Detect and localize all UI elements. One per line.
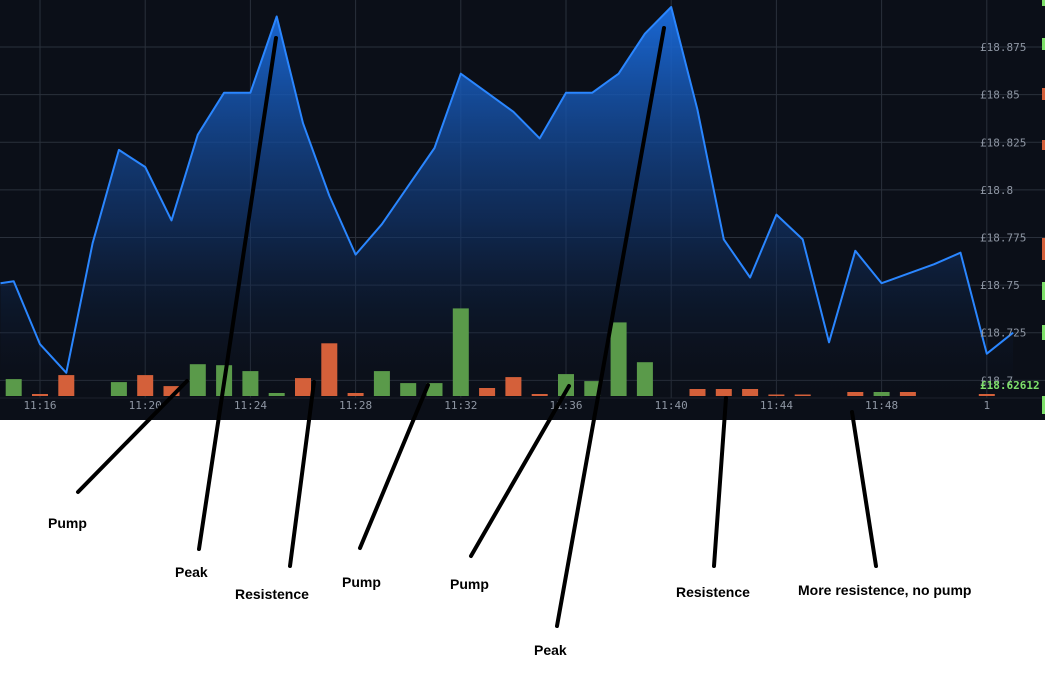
annotation-arrow — [76, 379, 189, 494]
edge-marker — [1042, 38, 1045, 50]
y-tick-label: £18.75 — [980, 279, 1020, 292]
volume-bar — [295, 378, 311, 396]
volume-bar — [978, 394, 995, 396]
volume-bar — [242, 371, 259, 396]
annotation-arrow — [850, 410, 878, 568]
volume-bar — [610, 322, 627, 396]
annotation-resistance-3: More resistence, no pump — [798, 582, 972, 598]
x-tick-label: 11:16 — [23, 399, 56, 412]
volume-bar — [426, 383, 443, 396]
annotation-pump-1: Pump — [48, 515, 87, 531]
y-tick-label: £18.825 — [980, 136, 1026, 149]
edge-marker — [1042, 396, 1045, 414]
volume-bar — [110, 382, 127, 396]
volume-bar — [794, 394, 811, 396]
volume-bar — [321, 343, 338, 396]
price-area — [0, 7, 1014, 397]
y-tick-label: £18.8 — [980, 184, 1013, 197]
x-tick-label: 11:40 — [655, 399, 688, 412]
annotation-resistance-1: Resistence — [235, 586, 309, 602]
y-tick-label: £18.725 — [980, 327, 1026, 340]
volume-bar — [742, 389, 759, 396]
x-tick-label: 11:32 — [444, 399, 477, 412]
volume-bar — [847, 392, 864, 396]
volume-bar — [268, 393, 285, 396]
price-series-line — [0, 6, 1014, 374]
annotation-arrow — [555, 26, 666, 628]
annotation-arrow — [358, 383, 430, 550]
annotation-peak-1: Peak — [175, 564, 208, 580]
y-tick-label: £18.85 — [980, 89, 1020, 102]
volume-bar — [32, 394, 48, 396]
x-tick-label: 11:48 — [865, 399, 898, 412]
volume-bar — [373, 371, 390, 396]
volume-bar — [505, 377, 522, 396]
volume-bar — [636, 362, 653, 396]
x-tick-label: 1 — [983, 399, 990, 412]
volume-bar — [768, 394, 785, 396]
edge-marker — [1042, 140, 1045, 150]
y-tick-label: £18.875 — [980, 41, 1026, 54]
volume-bar — [584, 381, 601, 396]
annotation-resistance-2: Resistence — [676, 584, 750, 600]
volume-bar — [558, 374, 574, 396]
volume-bar — [899, 392, 916, 396]
price-area-fill — [0, 7, 1014, 397]
right-edge-markers — [1042, 0, 1045, 414]
edge-marker — [1042, 0, 1045, 6]
volume-bar — [400, 383, 417, 396]
y-tick-label: £18.775 — [980, 232, 1026, 245]
volume-bar — [347, 393, 364, 396]
edge-marker — [1042, 325, 1045, 340]
x-tick-label: 11:44 — [760, 399, 793, 412]
edge-marker — [1042, 238, 1045, 260]
volume-bar — [715, 389, 732, 396]
x-tick-label: 11:20 — [129, 399, 162, 412]
volume-bar — [137, 375, 154, 396]
annotation-peak-2: Peak — [534, 642, 567, 658]
last-price-label: £18.62612 — [980, 379, 1040, 392]
edge-marker — [1042, 282, 1045, 300]
volume-bar — [479, 388, 496, 396]
annotation-arrow — [288, 380, 316, 568]
annotation-pump-3: Pump — [450, 576, 489, 592]
volume-bar — [531, 394, 548, 396]
volume-bar — [5, 379, 22, 396]
volume-bar — [163, 386, 180, 396]
volume-bar — [873, 392, 890, 396]
volume-bar — [452, 308, 469, 396]
y-axis-ticks: £18.875 £18.85 £18.825 £18.8 £18.775 £18.75 £1… — [980, 41, 1040, 392]
x-tick-label: 11:28 — [339, 399, 372, 412]
annotation-pump-2: Pump — [342, 574, 381, 590]
volume-bar — [189, 364, 206, 396]
volume-bar — [58, 375, 75, 396]
y-tick-label: £18.7 — [980, 374, 1013, 387]
x-axis-ticks: 11:16 11:20 11:24 11:28 11:32 11:36 11:40 11:44… — [23, 399, 990, 412]
annotation-arrow — [469, 384, 571, 558]
volume-bars — [5, 308, 995, 396]
annotation-arrow — [712, 396, 728, 568]
edge-marker — [1042, 88, 1045, 100]
annotation-arrow — [197, 36, 278, 551]
volume-bar — [689, 389, 706, 396]
x-tick-label: 11:24 — [234, 399, 267, 412]
annotation-arrows — [76, 26, 878, 628]
price-line — [0, 6, 1014, 374]
